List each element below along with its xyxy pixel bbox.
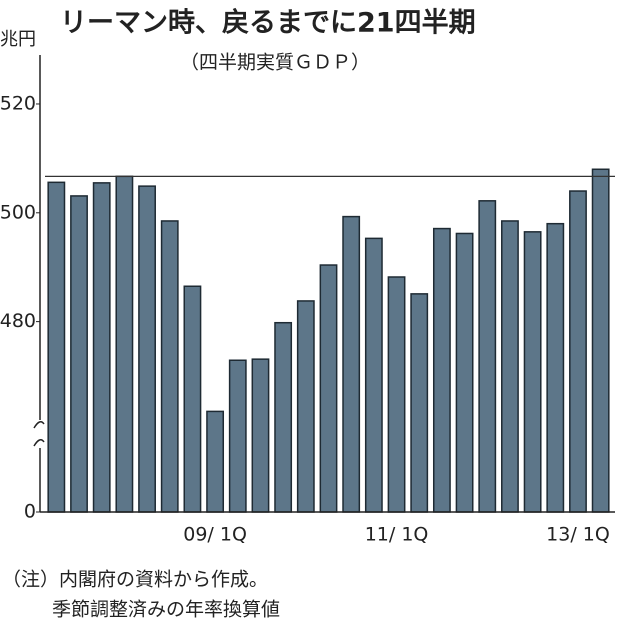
bar — [70, 195, 88, 513]
bar — [274, 321, 293, 513]
note: 季節調整済みの年率換算値 — [52, 599, 280, 621]
bar — [206, 410, 225, 513]
plot — [47, 168, 610, 513]
bar — [455, 232, 474, 513]
y-tick-label: 520 — [0, 92, 36, 114]
y-tick-label: 480 — [0, 310, 36, 332]
bar — [364, 237, 383, 513]
bar — [251, 358, 270, 513]
bar — [138, 185, 156, 513]
bar — [47, 181, 66, 513]
bar — [410, 293, 429, 513]
y-tick-label: 0 — [24, 501, 36, 523]
bar — [160, 220, 179, 513]
chart-title: リーマン時、戻るまでに21四半期 — [60, 8, 476, 39]
y-tick-label: 500 — [0, 201, 36, 223]
bar — [115, 175, 134, 513]
bar — [387, 276, 406, 513]
chart-subtitle: （四半期実質ＧＤＰ） — [180, 52, 370, 74]
bar — [432, 227, 451, 513]
bar — [228, 359, 247, 513]
y-axis-label: 兆円 — [0, 29, 36, 50]
bar — [478, 200, 497, 513]
x-tick-label: 13/ 1Q — [546, 524, 610, 546]
bar — [501, 220, 519, 513]
note: （注）内閣府の資料から作成。 — [2, 569, 268, 591]
x-tick-label: 11/ 1Q — [365, 524, 429, 546]
bar — [296, 300, 315, 513]
bar — [569, 190, 587, 513]
bar — [546, 222, 565, 513]
x-tick-label: 09/ 1Q — [183, 524, 247, 546]
bar — [523, 231, 542, 513]
bar — [342, 215, 361, 513]
bar — [183, 285, 202, 513]
bar — [92, 182, 111, 513]
bar — [591, 168, 610, 513]
bar — [319, 264, 338, 513]
axis-break — [33, 421, 45, 447]
